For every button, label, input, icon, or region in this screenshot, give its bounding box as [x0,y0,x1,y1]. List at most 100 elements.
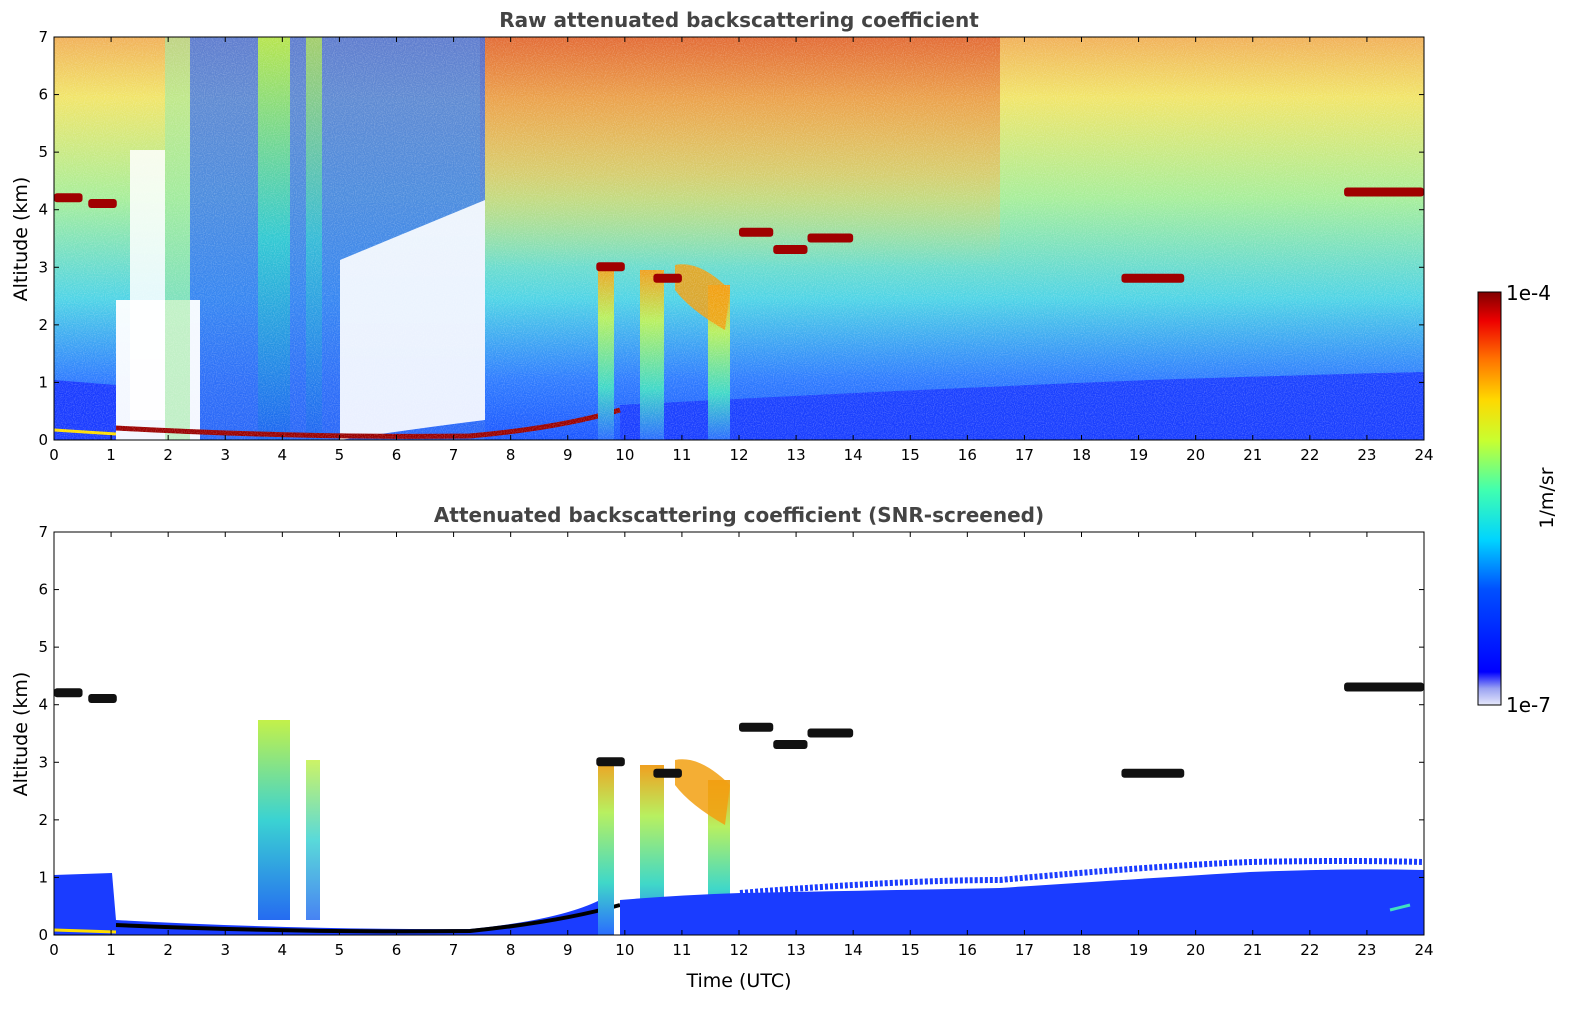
snr-y-tick-label: 0 [38,926,48,944]
raw-cloud-layer [596,262,625,272]
raw-y-tick-label: 0 [38,431,48,449]
raw-x-tick-label: 22 [1300,446,1319,464]
raw-x-axis: 0 1 2 3 4 5 6 7 8 9 10 11 12 13 14 15 16 17 18 19 20 21 22 23 24 [49,37,1434,464]
snr-x-axis: 0 1 2 3 4 5 6 7 8 9 10 11 12 13 14 15 16 17 18 19 20 21 22 23 24 [49,532,1434,959]
raw-x-tick-label: 24 [1414,446,1433,464]
snr-x-tick-label: 12 [729,941,748,959]
snr-y-tick-label: 5 [38,638,48,656]
snr-x-tick-label: 9 [563,941,573,959]
colorbar-max-label: 1e-4 [1506,281,1551,305]
snr-cloud-layer [88,693,117,703]
raw-cloud-layer [88,198,117,208]
snr-x-tick-label: 5 [335,941,345,959]
raw-x-tick-label: 12 [729,446,748,464]
raw-y-tick-label: 4 [38,201,48,219]
raw-cloud-layer [807,233,854,243]
snr-x-tick-label: 21 [1243,941,1262,959]
snr-y-tick-label: 4 [38,696,48,714]
raw-cloud-layer [653,273,682,283]
raw-x-tick-label: 15 [901,446,920,464]
raw-x-tick-label: 9 [563,446,573,464]
snr-y-tick-label: 3 [38,753,48,771]
colorbar-label: 1/m/sr [1536,467,1558,528]
x-axis-label: Time (UTC) [685,970,791,992]
raw-cloud-layer [54,193,83,203]
snr-x-tick-label: 10 [615,941,634,959]
raw-x-tick-label: 11 [672,446,691,464]
snr-cloud-layer [653,768,682,778]
snr-x-tick-label: 23 [1357,941,1376,959]
snr-screened-panel: Attenuated backscattering coefficient (S… [10,503,1434,992]
snr-y-tick-label: 2 [38,811,48,829]
snr-cloud-layers [54,682,1424,778]
raw-cloud-layer [773,245,808,255]
raw-x-tick-label: 18 [1072,446,1091,464]
raw-x-tick-label: 0 [49,446,59,464]
snr-heatmap [54,532,1424,935]
snr-panel-title: Attenuated backscattering coefficient (S… [434,503,1044,527]
snr-x-tick-label: 15 [901,941,920,959]
raw-x-tick-label: 3 [220,446,230,464]
raw-x-tick-label: 6 [392,446,402,464]
snr-x-tick-label: 1 [106,941,116,959]
snr-y-tick-label: 6 [38,581,48,599]
snr-x-tick-label: 2 [163,941,173,959]
raw-heatmap [54,37,1424,440]
snr-x-tick-label: 0 [49,941,59,959]
raw-x-tick-label: 10 [615,446,634,464]
snr-x-tick-label: 20 [1186,941,1205,959]
raw-y-axis-label: Altitude (km) [10,177,32,302]
raw-y-axis: 0 1 2 3 4 5 6 7 [38,28,1424,449]
raw-y-tick-label: 7 [38,28,48,46]
snr-x-tick-label: 13 [787,941,806,959]
snr-x-tick-label: 4 [278,941,288,959]
raw-cloud-layer [1121,273,1185,283]
raw-x-tick-label: 2 [163,446,173,464]
snr-y-tick-label: 7 [38,523,48,541]
snr-cloud-layer [1344,682,1424,692]
raw-y-tick-label: 5 [38,143,48,161]
snr-cloud-layer [54,688,83,698]
raw-x-tick-label: 23 [1357,446,1376,464]
snr-x-tick-label: 14 [844,941,863,959]
snr-x-tick-label: 11 [672,941,691,959]
colorbar-min-label: 1e-7 [1506,693,1551,717]
raw-y-tick-label: 6 [38,86,48,104]
raw-panel-title: Raw attenuated backscattering coefficien… [499,8,979,32]
colorbar: 1e-4 1e-7 1/m/sr [1477,281,1558,717]
snr-x-tick-label: 16 [958,941,977,959]
raw-x-tick-label: 4 [278,446,288,464]
raw-y-tick-label: 1 [38,373,48,391]
raw-y-tick-label: 2 [38,316,48,334]
snr-cloud-layer [596,757,625,767]
raw-x-tick-label: 21 [1243,446,1262,464]
colorbar-gradient [1477,291,1502,706]
snr-x-tick-label: 19 [1129,941,1148,959]
snr-x-tick-label: 22 [1300,941,1319,959]
raw-x-tick-label: 14 [844,446,863,464]
raw-cloud-layer [739,227,774,237]
raw-x-tick-label: 20 [1186,446,1205,464]
raw-y-tick-label: 3 [38,258,48,276]
snr-x-tick-label: 17 [1015,941,1034,959]
raw-x-tick-label: 17 [1015,446,1034,464]
raw-x-tick-label: 1 [106,446,116,464]
snr-y-axis: 0 1 2 3 4 5 6 7 [38,523,1424,944]
raw-backscatter-panel: Raw attenuated backscattering coefficien… [10,8,1434,464]
snr-y-tick-label: 1 [38,868,48,886]
snr-cloud-layer [1121,768,1185,778]
snr-x-tick-label: 18 [1072,941,1091,959]
raw-x-tick-label: 8 [506,446,516,464]
snr-cloud-layer [739,722,774,732]
raw-x-tick-label: 19 [1129,446,1148,464]
snr-x-tick-label: 7 [449,941,459,959]
raw-cloud-layer [1344,187,1424,197]
raw-x-tick-label: 5 [335,446,345,464]
raw-x-tick-label: 16 [958,446,977,464]
raw-x-tick-label: 13 [787,446,806,464]
raw-cloud-layers [54,187,1424,283]
snr-cloud-layer [773,740,808,750]
snr-x-tick-label: 24 [1414,941,1433,959]
snr-y-axis-label: Altitude (km) [10,672,32,797]
